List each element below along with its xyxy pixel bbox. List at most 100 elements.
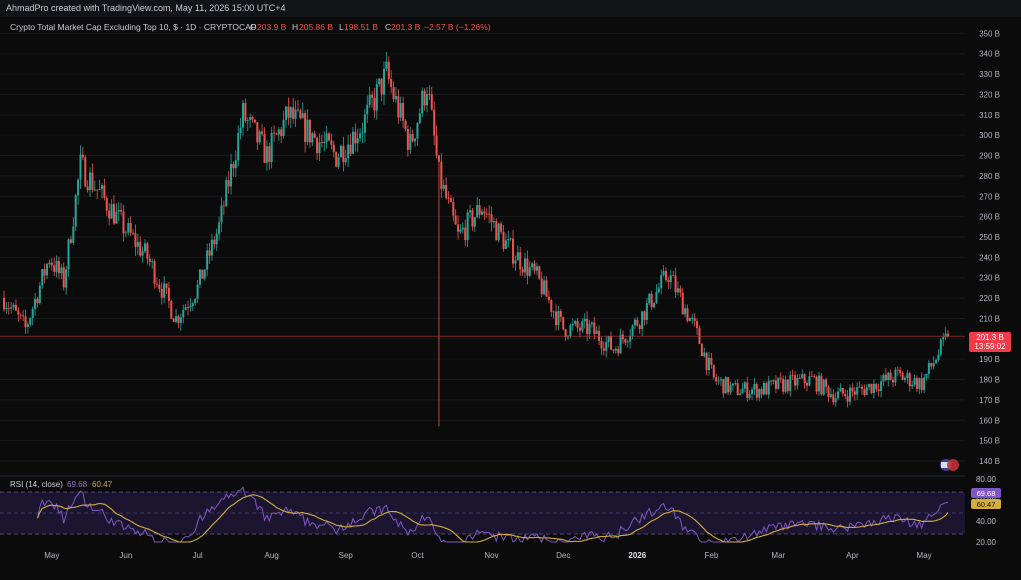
candle-body	[328, 133, 331, 141]
candle-body	[139, 241, 142, 256]
candle-body	[325, 133, 328, 142]
candle-body	[648, 293, 651, 304]
candle-body	[335, 152, 338, 167]
candle-body	[526, 258, 529, 276]
candle-body	[655, 292, 658, 303]
candle-body	[132, 232, 135, 234]
candle-body	[935, 360, 938, 364]
candle-body	[736, 383, 739, 395]
candle-body	[26, 324, 29, 328]
candle-body	[844, 393, 847, 397]
candle-body	[894, 369, 897, 383]
price-axis[interactable]: 360 B 350 B 340 B 330 B 320 B 310 B 300 B 290 B…	[979, 17, 1000, 466]
candle-body	[442, 184, 445, 189]
candle-body	[629, 336, 632, 342]
candle-body	[667, 280, 670, 282]
candle-body	[784, 379, 787, 392]
candle-body	[662, 270, 665, 276]
candle-body	[449, 198, 452, 203]
candle-body	[74, 195, 77, 227]
candle-body	[445, 184, 448, 198]
candle-body	[241, 103, 244, 128]
candle-body	[153, 261, 156, 284]
candle-body	[841, 387, 844, 394]
candle-body	[672, 275, 675, 277]
flag-icon[interactable]	[940, 459, 959, 471]
candle-body	[22, 315, 25, 317]
candle-body	[478, 205, 481, 215]
candle-body	[918, 378, 921, 389]
candle-body	[390, 79, 393, 88]
candle-body	[911, 384, 914, 387]
price-tick-label: 250 B	[979, 233, 1000, 242]
candle-body	[657, 288, 660, 293]
candle-body	[38, 285, 41, 303]
candle-body	[306, 119, 309, 143]
candle-body	[14, 304, 17, 311]
candle-body	[705, 352, 708, 370]
candle-body	[488, 213, 491, 215]
candle-body	[368, 94, 371, 105]
candle-body	[691, 317, 694, 319]
candle-body	[177, 316, 180, 323]
candle-body	[50, 262, 53, 266]
candle-body	[569, 325, 572, 337]
candle-body	[839, 387, 842, 392]
candle-body	[858, 386, 861, 388]
candle-body	[578, 327, 581, 331]
candle-body	[638, 325, 641, 329]
candle-body	[471, 210, 474, 227]
candle-body	[387, 61, 390, 80]
created-by-text: AhmadPro created with TradingView.com, M…	[6, 3, 286, 13]
time-tick-label: Jun	[119, 551, 132, 560]
candle-body	[645, 303, 648, 320]
price-tick-label: 210 B	[979, 314, 1000, 323]
candle-body	[5, 307, 8, 310]
candle-body	[134, 233, 137, 247]
candle-body	[882, 374, 885, 382]
candle-body	[165, 283, 168, 288]
candle-body	[519, 252, 522, 270]
candle-body	[684, 308, 687, 315]
price-chart[interactable]: Crypto Total Market Cap Excluding Top 10…	[0, 17, 1021, 580]
candle-body	[351, 131, 354, 154]
candle-body	[540, 278, 543, 295]
symbol-title: Crypto Total Market Cap Excluding Top 10…	[10, 22, 257, 32]
candle-body	[239, 127, 242, 134]
candle-body	[880, 381, 883, 392]
candle-body	[944, 333, 947, 338]
candle-body	[523, 258, 526, 273]
candle-body	[356, 138, 359, 144]
candle-body	[614, 348, 617, 351]
candle-body	[947, 333, 949, 337]
candle-body	[423, 90, 426, 106]
candle-body	[108, 210, 111, 219]
candle-body	[473, 217, 476, 227]
time-axis[interactable]: May Jun Jul Aug Sep Oct Nov Dec 2026 Feb Mar Apr May	[44, 551, 931, 560]
candle-body	[564, 329, 567, 338]
candle-body	[184, 307, 187, 310]
candle-body	[220, 205, 223, 223]
candle-body	[277, 129, 280, 135]
candle-body	[158, 284, 161, 289]
candle-body	[903, 378, 906, 380]
candle-body	[55, 260, 58, 272]
candle-body	[851, 387, 854, 392]
candle-body	[430, 94, 433, 110]
candle-body	[273, 132, 276, 134]
candle-body	[817, 375, 820, 392]
candle-body	[884, 374, 887, 380]
candle-body	[3, 298, 5, 310]
candle-body	[31, 308, 34, 319]
candle-body	[452, 202, 455, 216]
candle-body	[43, 269, 46, 276]
candle-body	[602, 348, 605, 351]
candle-body	[930, 362, 933, 367]
candle-body	[206, 250, 209, 270]
candle-body	[595, 330, 598, 334]
candle-body	[497, 223, 500, 241]
candle-body	[913, 377, 916, 385]
candle-body	[829, 394, 832, 398]
candle-body	[715, 377, 718, 382]
candle-body	[62, 267, 65, 288]
